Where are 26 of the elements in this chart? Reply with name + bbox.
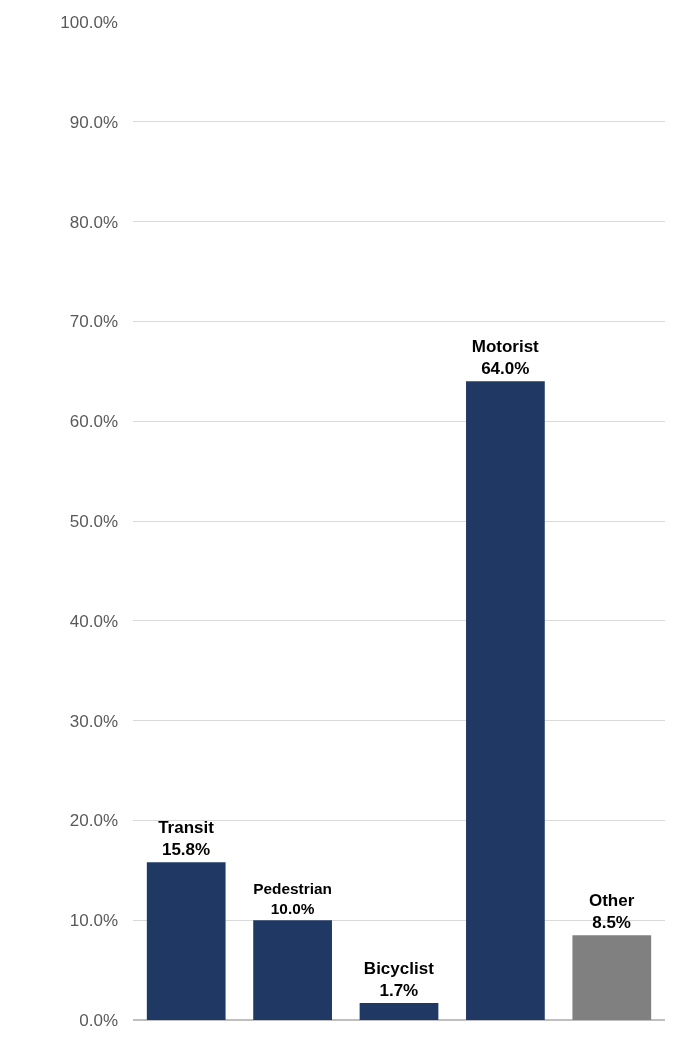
data-label: 10.0% bbox=[270, 899, 315, 917]
data-label: 8.5% bbox=[592, 913, 631, 933]
x-tick-label: Other bbox=[588, 891, 635, 911]
y-tick-label: 60.0% bbox=[69, 412, 118, 432]
bar bbox=[572, 935, 652, 1020]
y-tick-label: 50.0% bbox=[69, 511, 118, 531]
y-tick-label: 10.0% bbox=[69, 911, 118, 931]
data-label: 15.8% bbox=[161, 840, 211, 860]
y-tick-label: 30.0% bbox=[69, 711, 118, 731]
bar bbox=[253, 920, 332, 1020]
data-label: 64.0% bbox=[481, 359, 530, 379]
y-tick-label: 80.0% bbox=[69, 212, 118, 232]
y-tick-label: 0.0% bbox=[79, 1010, 118, 1030]
y-tick-label: 100.0% bbox=[60, 12, 118, 32]
bar bbox=[466, 381, 545, 1020]
bar bbox=[146, 862, 226, 1020]
y-tick-label: 40.0% bbox=[69, 611, 118, 631]
data-label: 1.7% bbox=[379, 981, 419, 1001]
y-tick-label: 70.0% bbox=[69, 312, 118, 332]
x-tick-label: Pedestrian bbox=[253, 879, 332, 897]
y-tick-label: 20.0% bbox=[69, 811, 118, 831]
bar bbox=[359, 1003, 439, 1020]
x-tick-label: Bicyclist bbox=[363, 958, 435, 978]
x-tick-label: Transit bbox=[158, 818, 215, 838]
y-tick-label: 90.0% bbox=[69, 112, 118, 132]
x-tick-label: Motorist bbox=[471, 337, 540, 357]
